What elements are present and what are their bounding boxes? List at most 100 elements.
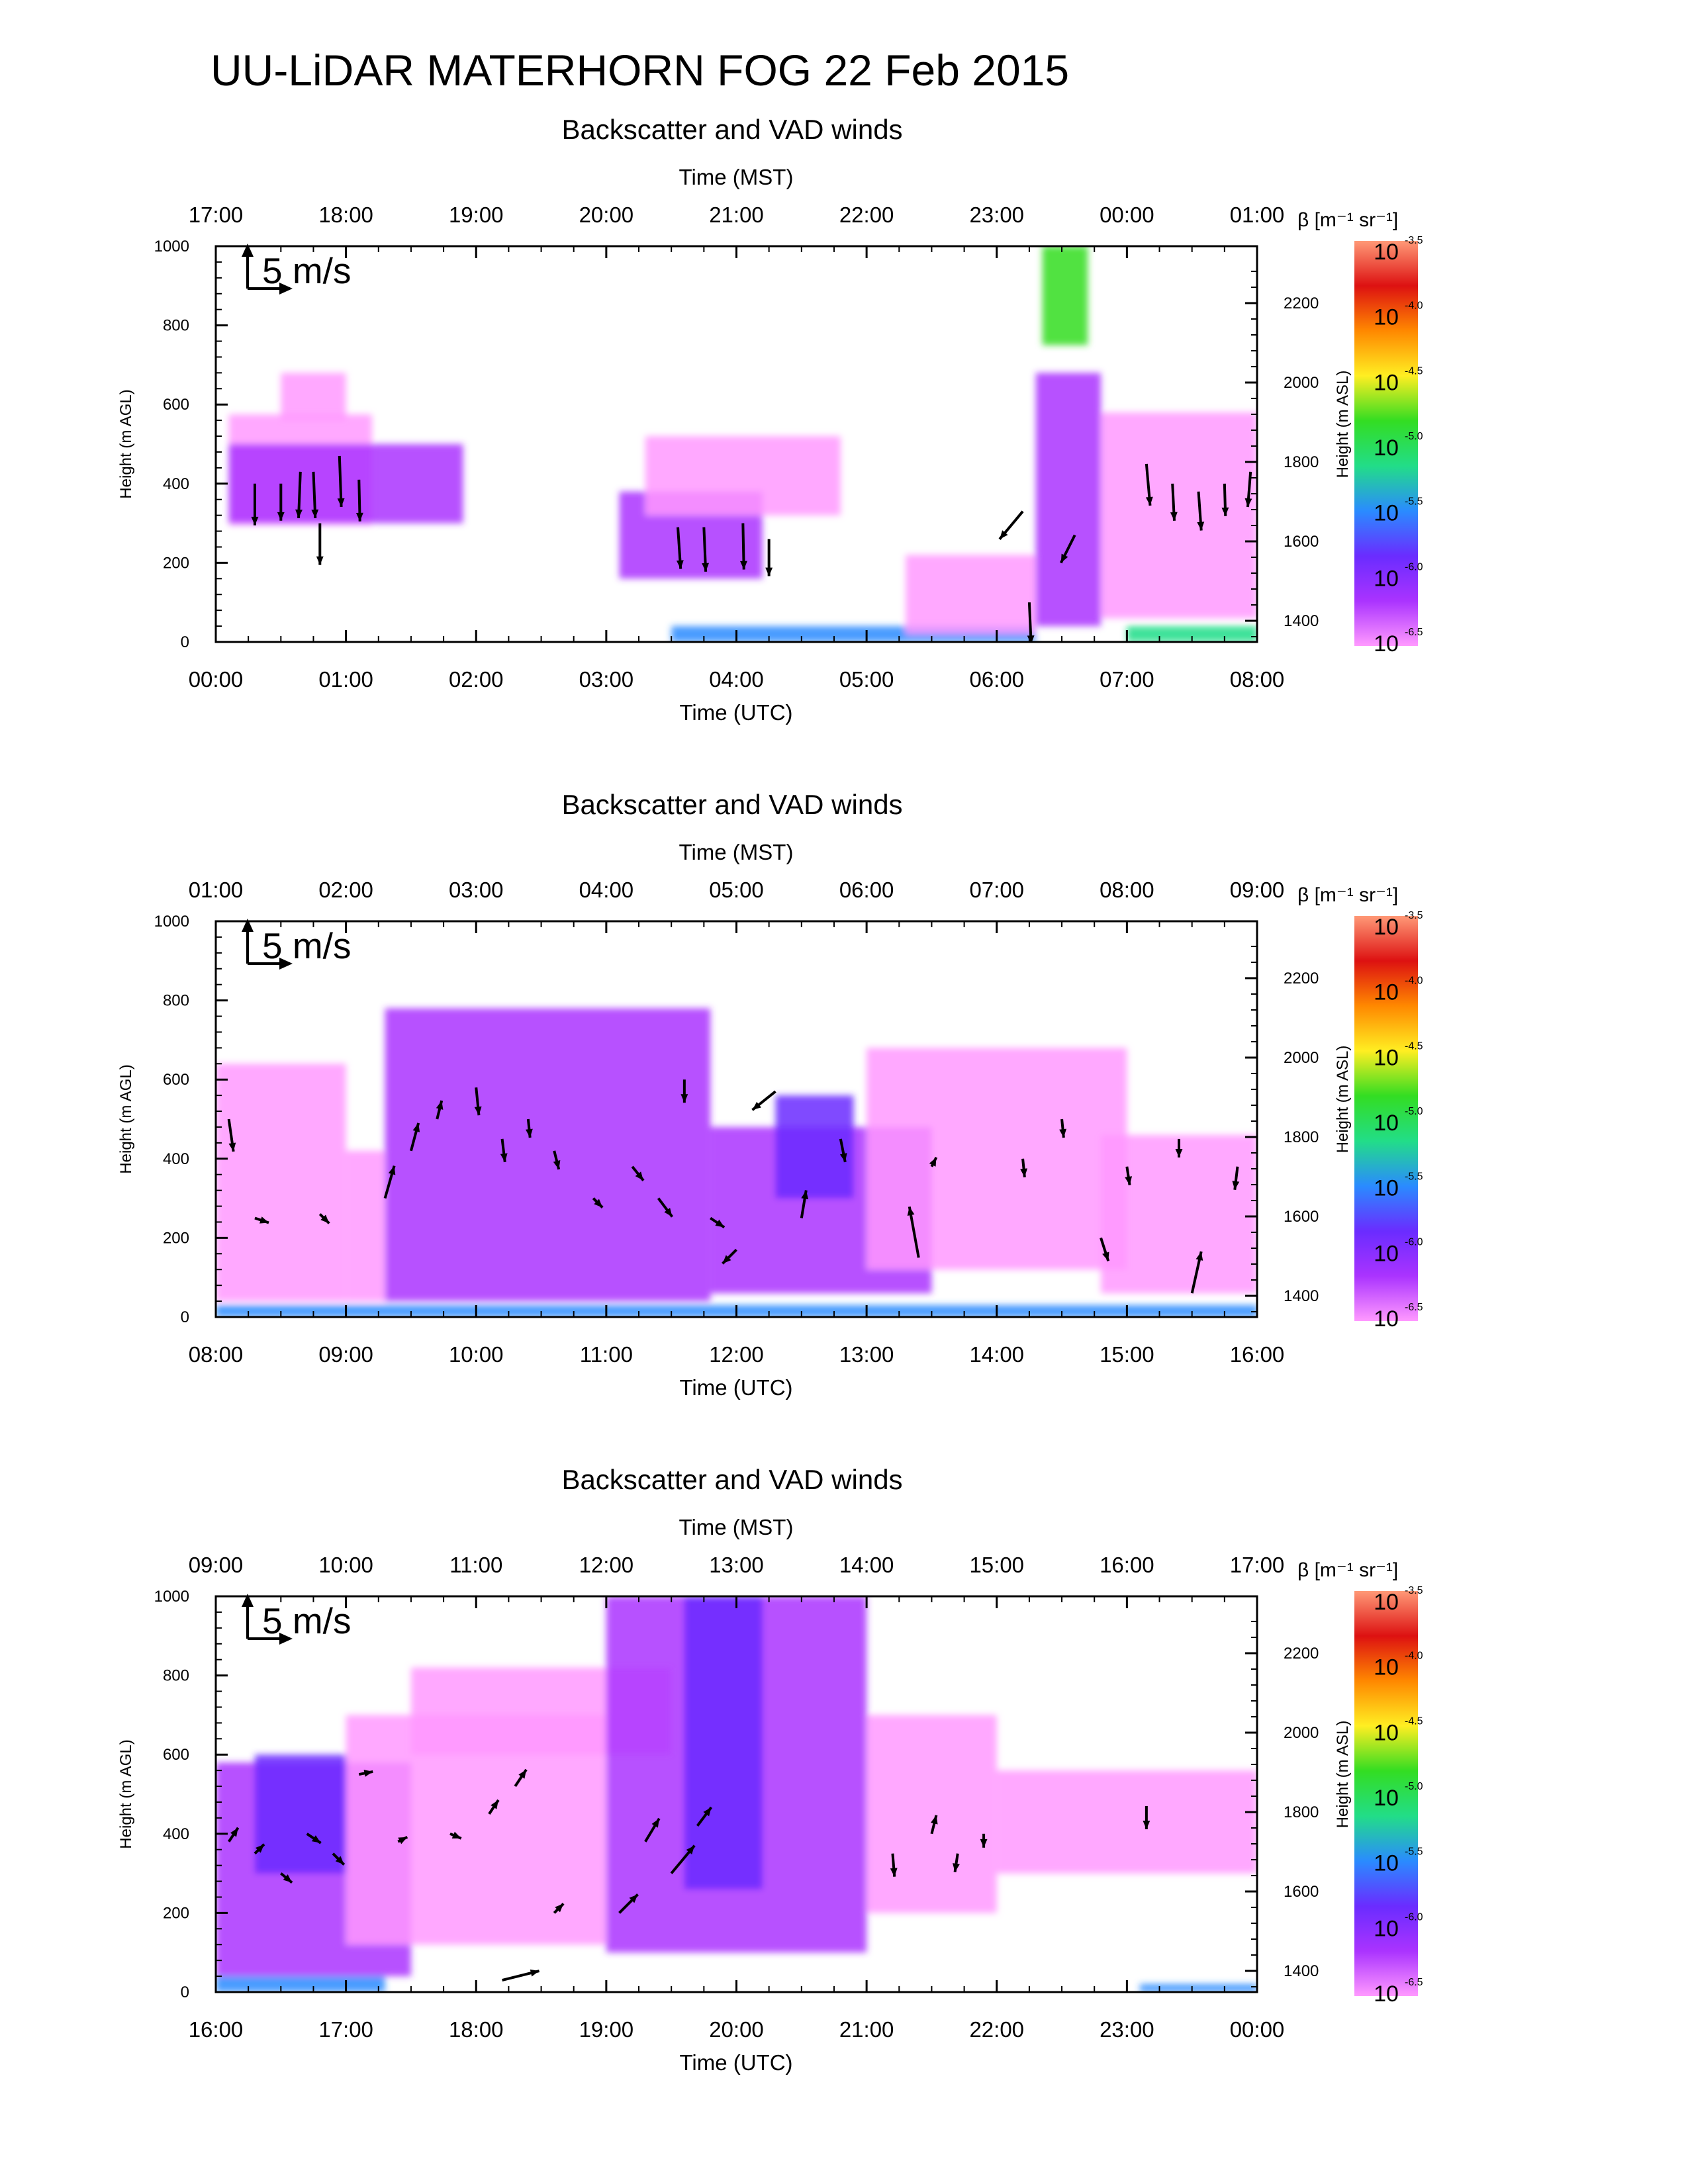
wind-vector-head: [311, 509, 319, 518]
wind-vector-head: [518, 1769, 527, 1779]
wind-vector-head: [295, 509, 303, 518]
wind-vector-head: [251, 516, 259, 525]
colorbar: β [m⁻¹ sr⁻¹] 10 -3.5 10 -4.0 10 -4.5 10 -5.0 10 -5…: [1297, 1559, 1423, 2007]
x-tick-label-utc: 18:00: [449, 2017, 504, 2042]
x-tick-label-utc: 12:00: [709, 1342, 764, 1367]
wind-vector-head: [664, 1208, 673, 1217]
x-tick-label-mst: 15:00: [969, 1553, 1024, 1577]
colorbar-tick-base: 10: [1374, 305, 1399, 330]
x-tick-label-mst: 16:00: [1100, 1553, 1154, 1577]
wind-vector-head: [277, 512, 285, 521]
x-tick-label-mst: 22:00: [839, 203, 894, 227]
scale-arrow-head: [279, 1633, 293, 1645]
x-tick-label-utc: 21:00: [839, 2017, 894, 2042]
backscatter-region: [906, 555, 1036, 635]
wind-vector-head: [1020, 1168, 1028, 1177]
y-tick-label-asl: 1600: [1284, 533, 1319, 551]
backscatter-layer: [216, 1596, 1257, 1992]
wind-vector-head: [890, 1868, 898, 1877]
x-tick-label-mst: 05:00: [709, 878, 764, 902]
y-tick-label-agl: 200: [163, 554, 189, 572]
x-tick-label-mst: 07:00: [969, 878, 1024, 902]
y-axis-left-label: Height (m AGL): [117, 389, 135, 498]
wind-vector-head: [752, 1101, 761, 1111]
wind-vector-head: [931, 1815, 938, 1825]
scale-reference: 5 m/s: [242, 1594, 351, 1645]
backscatter-region: [1101, 412, 1257, 619]
backscatter-region: [1035, 373, 1102, 627]
x-tick-label-mst: 11:00: [449, 1553, 502, 1577]
colorbar-tick-exponent: -5.0: [1405, 1781, 1423, 1792]
wind-vector-head: [337, 498, 345, 507]
colorbar-tick-base: 10: [1374, 1590, 1399, 1615]
y-tick-label-asl: 1400: [1284, 1962, 1319, 1980]
backscatter-field: [216, 1596, 1257, 1992]
wind-vector-head: [686, 1845, 695, 1854]
x-tick-label-mst: 14:00: [839, 1553, 894, 1577]
y-tick-label-asl: 2200: [1284, 970, 1319, 987]
scale-arrow-head: [242, 244, 254, 257]
wind-vector-head: [929, 1157, 937, 1167]
x-tick-label-mst: 17:00: [1230, 1553, 1285, 1577]
x-tick-label-utc: 08:00: [189, 1342, 244, 1367]
x-tick-label-utc: 00:00: [189, 667, 244, 692]
wind-vector-head: [228, 1142, 236, 1152]
wind-vector-head: [1221, 507, 1229, 516]
backscatter-region: [1140, 1984, 1257, 1992]
backscatter-region: [216, 1064, 346, 1302]
x-tick-label-mst: 01:00: [1230, 203, 1285, 227]
wind-vector-head: [230, 1827, 238, 1837]
x-axis-top-label: Time (MST): [679, 1515, 794, 1539]
scale-reference: 5 m/s: [242, 919, 351, 970]
y-tick-label-agl: 0: [181, 1308, 189, 1326]
colorbar-tick-base: 10: [1374, 370, 1399, 395]
wind-vector-head: [363, 1770, 373, 1777]
wind-vector-head: [1143, 1821, 1150, 1829]
backscatter-region: [346, 1150, 385, 1302]
panel-title: Backscatter and VAD winds: [561, 789, 902, 820]
colorbar-label: β [m⁻¹ sr⁻¹]: [1297, 209, 1398, 231]
wind-vector-head: [398, 1837, 408, 1844]
x-tick-label-utc: 16:00: [1230, 1342, 1285, 1367]
x-tick-label-utc: 02:00: [449, 667, 504, 692]
colorbar-label: β [m⁻¹ sr⁻¹]: [1297, 1559, 1398, 1581]
x-tick-label-mst: 03:00: [449, 878, 504, 902]
colorbar-tick-exponent: -3.5: [1405, 235, 1423, 246]
x-tick-label-mst: 04:00: [579, 878, 634, 902]
x-tick-label-utc: 15:00: [1100, 1342, 1154, 1367]
wind-vectors: [227, 1079, 1240, 1294]
x-tick-label-utc: 03:00: [579, 667, 634, 692]
y-tick-label-agl: 200: [163, 1904, 189, 1922]
wind-vector-head: [801, 1190, 809, 1200]
colorbar-tick-base: 10: [1374, 1241, 1399, 1266]
colorbar-tick-base: 10: [1374, 240, 1399, 265]
colorbar-tick-exponent: -6.0: [1405, 1236, 1423, 1248]
x-tick-label-utc: 07:00: [1100, 667, 1154, 692]
colorbar-tick-exponent: -4.0: [1405, 1651, 1423, 1662]
x-tick-label-utc: 23:00: [1100, 2017, 1154, 2042]
y-tick-label-asl: 1600: [1284, 1883, 1319, 1901]
colorbar-tick-exponent: -4.0: [1405, 300, 1423, 312]
panel-title: Backscatter and VAD winds: [561, 1464, 902, 1495]
x-tick-label-mst: 02:00: [318, 878, 373, 902]
wind-vector-head: [676, 560, 684, 569]
wind-vector-head: [1060, 553, 1068, 563]
wind-vector-head: [1059, 1128, 1067, 1138]
y-tick-label-asl: 1400: [1284, 612, 1319, 630]
y-tick-label-asl: 1800: [1284, 453, 1319, 471]
panel-2: Backscatter and VAD winds Time (MST) Time …: [117, 789, 1423, 1400]
y-tick-label-agl: 400: [163, 1825, 189, 1843]
colorbar-tick-base: 10: [1374, 1176, 1399, 1201]
colorbar-tick-base: 10: [1374, 980, 1399, 1005]
wind-vector-head: [259, 1216, 269, 1224]
colorbar-tick-base: 10: [1374, 1045, 1399, 1070]
scale-arrow-head: [279, 958, 293, 970]
x-tick-label-mst: 12:00: [579, 1553, 634, 1577]
x-tick-label-mst: 10:00: [318, 1553, 373, 1577]
x-tick-label-utc: 01:00: [318, 667, 373, 692]
colorbar-tick-exponent: -5.0: [1405, 1106, 1423, 1117]
colorbar-gradient: [1354, 1591, 1418, 1996]
wind-vector-head: [907, 1206, 915, 1216]
x-tick-label-utc: 13:00: [839, 1342, 894, 1367]
wind-vector-head: [1196, 1251, 1203, 1261]
